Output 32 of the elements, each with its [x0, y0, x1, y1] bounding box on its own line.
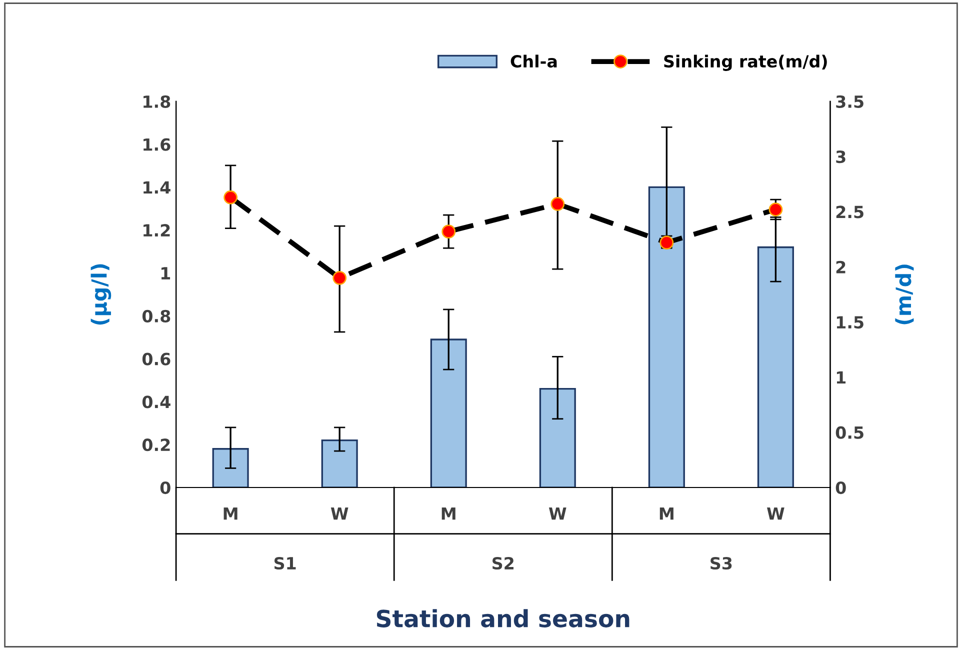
y-tick-label: 1.8 [144, 95, 170, 108]
y-tick-label: 1 [161, 267, 170, 280]
y-tick-label: 1.6 [144, 138, 170, 151]
x-axis-title: Station and season [376, 609, 630, 628]
y-axis-title: (µg/l) [90, 264, 112, 325]
x-tick-label: W [548, 507, 566, 520]
y2-axis-title: (m/d) [895, 264, 914, 324]
y-tick-label: 0.2 [142, 438, 170, 452]
y2-tick-label: 2.5 [836, 206, 864, 218]
y-tick-label: 0.6 [142, 352, 170, 366]
x-tick-label: W [767, 507, 784, 520]
y2-tick-label: 0 [836, 481, 846, 494]
legend-label: Chl-a [510, 54, 557, 68]
y2-tick-label: 0.5 [836, 426, 864, 439]
y-tick-label: 0.4 [142, 396, 170, 408]
y2-tick-label: 1.5 [836, 316, 864, 329]
x-tick-label: W [330, 507, 348, 520]
x-tick-label: M [442, 507, 456, 520]
text: S3 [710, 556, 732, 570]
text: S1 [274, 556, 296, 570]
x-tick-label: M [224, 507, 238, 520]
y-tick-label: 1.4 [144, 181, 170, 194]
y2-tick-label: 3 [836, 150, 846, 164]
y-tick-label: 0.8 [142, 310, 170, 322]
y-tick-label: 1.2 [144, 224, 170, 236]
x-tick-label: M [660, 507, 674, 520]
y-tick-label: 0 [160, 481, 170, 494]
y2-tick-label: 3.5 [836, 95, 864, 108]
text: S2 [492, 556, 514, 570]
y2-tick-label: 2 [836, 260, 846, 274]
legend-label: Sinking rate(m/d) [664, 54, 827, 71]
y2-tick-label: 1 [836, 371, 846, 384]
